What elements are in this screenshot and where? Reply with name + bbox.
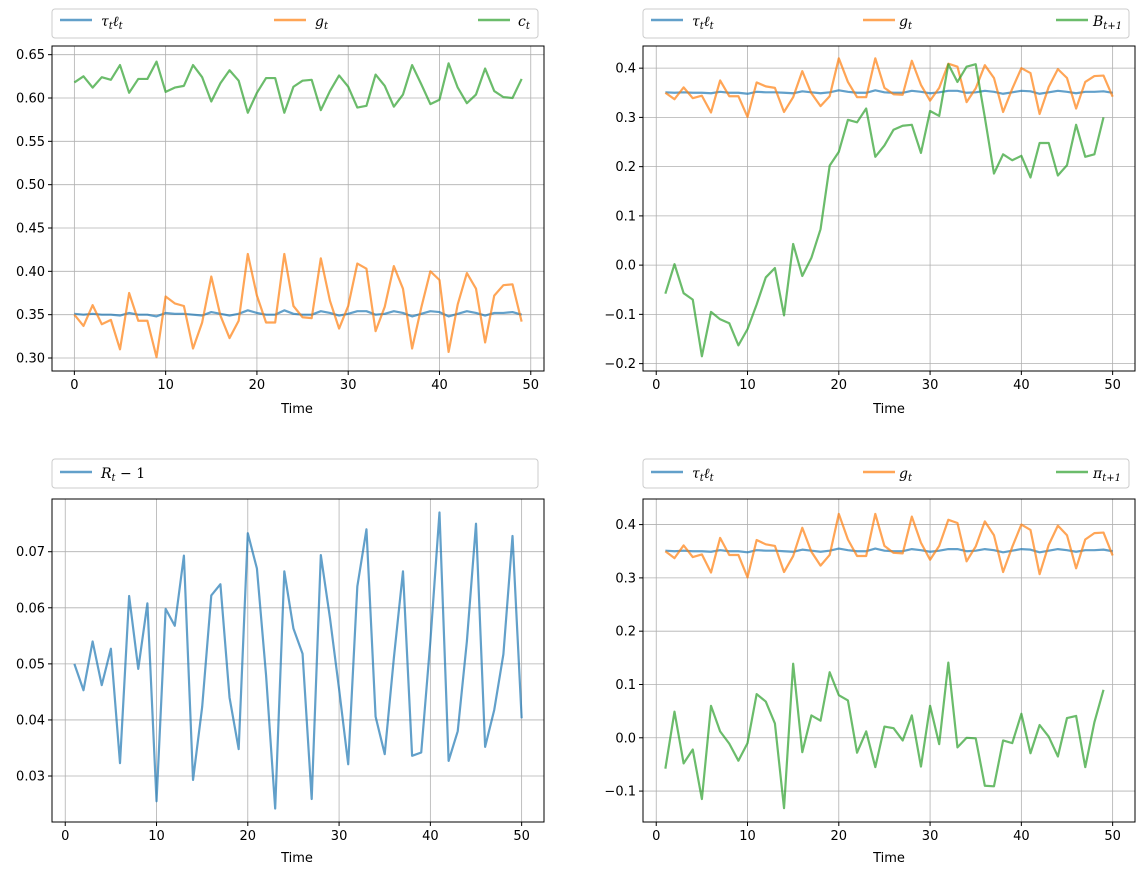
x-tick-label: 40 — [1013, 829, 1030, 844]
y-tick-label: 0.45 — [16, 222, 45, 237]
x-tick-label: 10 — [739, 829, 756, 844]
x-tick-label: 50 — [1104, 378, 1121, 393]
series-line-1 — [73, 252, 523, 359]
grid — [52, 46, 544, 371]
x-tick-label: 30 — [922, 378, 939, 393]
y-tick-label: −0.2 — [604, 357, 636, 372]
x-tick-label: 40 — [1013, 378, 1030, 393]
x-tick-label: 0 — [652, 829, 660, 844]
plot-area — [51, 498, 545, 823]
y-tick-label: 0.30 — [16, 352, 45, 367]
x-tick-label: 20 — [831, 829, 848, 844]
y-tick-label: 0.06 — [16, 601, 45, 616]
legend-box — [642, 458, 1130, 489]
plot-background — [52, 499, 544, 822]
legend-label-tau-ell: τtℓt — [692, 14, 715, 32]
y-tick-label: 0.04 — [16, 713, 45, 728]
x-tick-label: 0 — [61, 829, 69, 844]
x-tick-label: 10 — [148, 829, 165, 844]
y-tick-label: 0.07 — [16, 545, 45, 560]
x-tick-label: 50 — [522, 378, 539, 393]
x-tick-label: 10 — [739, 378, 756, 393]
plot-area — [642, 498, 1136, 823]
y-tick-label: 0.2 — [615, 160, 636, 175]
x-axis-label: Time — [280, 402, 313, 417]
y-tick-label: 0.4 — [615, 518, 636, 533]
panel-bottom-right: τtℓt gt πt+1 Time 0 10 20 30 40 50 −0.1 0.0 0.1 0… — [604, 458, 1136, 866]
series-line-0 — [74, 309, 522, 318]
legend-label-tau-ell: τtℓt — [101, 14, 124, 32]
x-tick-label: 30 — [340, 378, 357, 393]
series-line-2 — [664, 661, 1105, 810]
legend-box — [642, 8, 1130, 39]
plot-area — [51, 45, 545, 372]
series-line-1 — [664, 512, 1114, 579]
grid — [643, 499, 1135, 822]
y-tick-label: 0.0 — [615, 731, 636, 746]
legend-box — [51, 8, 539, 39]
plot-background — [52, 46, 544, 371]
x-tick-label: 20 — [831, 378, 848, 393]
x-tick-label: 20 — [240, 829, 257, 844]
plot-area — [642, 45, 1136, 372]
x-tick-label: 40 — [422, 829, 439, 844]
plot-background — [643, 499, 1135, 822]
series-line-2 — [664, 63, 1105, 358]
x-tick-label: 20 — [249, 378, 266, 393]
y-tick-label: 0.1 — [615, 209, 636, 224]
x-tick-label: 10 — [157, 378, 174, 393]
legend: τtℓt gt Bt+1 — [642, 8, 1130, 39]
y-tick-label: 0.3 — [615, 571, 636, 586]
grid — [643, 46, 1135, 371]
panel-bottom-left: Rt − 1 Time 0 10 20 30 40 50 0.03 0.04 0.05 0.06 0… — [16, 458, 545, 866]
series-line-2 — [73, 60, 523, 114]
x-tick-label: 30 — [922, 829, 939, 844]
y-tick-label: 0.4 — [615, 62, 636, 77]
grid — [52, 499, 544, 822]
y-tick-label: −0.1 — [604, 785, 636, 800]
y-tick-label: 0.03 — [16, 770, 45, 785]
y-tick-label: 0.40 — [16, 265, 45, 280]
y-tick-label: 0.1 — [615, 678, 636, 693]
panel-top-right: τtℓt gt Bt+1 Time 0 10 20 30 40 50 −0.2 −0.1 0.0… — [604, 8, 1136, 417]
legend: Rt − 1 — [51, 458, 539, 489]
y-tick-label: 0.2 — [615, 625, 636, 640]
x-tick-label: 50 — [1104, 829, 1121, 844]
legend-box — [51, 458, 539, 489]
legend: τtℓt gt πt+1 — [642, 458, 1130, 489]
axes-frame — [642, 45, 1136, 372]
x-axis-label: Time — [280, 851, 313, 866]
series-line-1 — [664, 57, 1114, 119]
y-tick-label: 0.0 — [615, 259, 636, 274]
y-tick-label: −0.1 — [604, 308, 636, 323]
y-tick-label: 0.55 — [16, 135, 45, 150]
axes-frame — [51, 498, 545, 823]
plot-background — [643, 46, 1135, 371]
x-tick-label: 40 — [431, 378, 448, 393]
x-tick-label: 50 — [513, 829, 530, 844]
y-tick-label: 0.05 — [16, 657, 45, 672]
x-tick-label: 0 — [652, 378, 660, 393]
series-line-0 — [665, 89, 1113, 95]
series-line-0 — [73, 511, 523, 810]
legend-label-r: Rt − 1 — [100, 466, 145, 484]
y-tick-label: 0.35 — [16, 308, 45, 323]
axes-frame — [642, 498, 1136, 823]
panel-top-left: τtℓt gt ct Time 0 10 20 30 40 50 0.30 0.35 0.40 0… — [16, 8, 545, 417]
legend: τtℓt gt ct — [51, 8, 539, 39]
axes-frame — [51, 45, 545, 372]
x-tick-label: 30 — [331, 829, 348, 844]
x-tick-label: 0 — [70, 378, 78, 393]
series-line-0 — [665, 547, 1113, 554]
y-tick-label: 0.60 — [16, 92, 45, 107]
x-axis-label: Time — [872, 851, 905, 866]
y-tick-label: 0.65 — [16, 48, 45, 63]
legend-label-tau-ell: τtℓt — [692, 466, 715, 484]
y-tick-label: 0.50 — [16, 178, 45, 193]
y-tick-label: 0.3 — [615, 111, 636, 126]
x-axis-label: Time — [872, 402, 905, 417]
